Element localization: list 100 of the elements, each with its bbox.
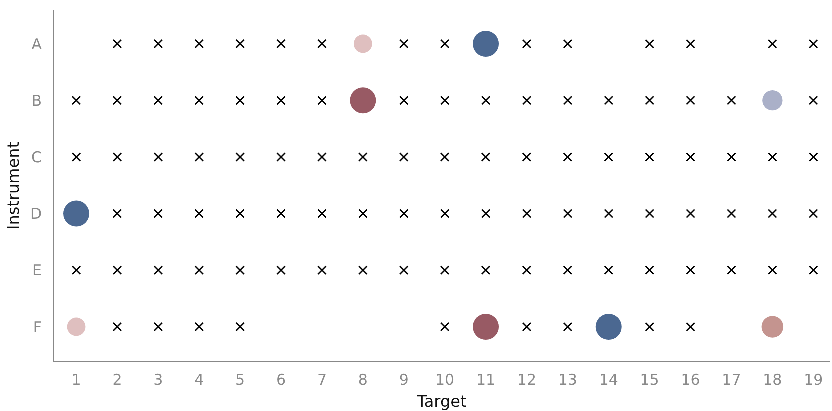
point <box>727 266 736 276</box>
point <box>440 322 450 332</box>
point <box>358 266 368 276</box>
point <box>768 39 778 49</box>
point <box>808 96 818 106</box>
point <box>154 266 164 276</box>
point <box>481 152 491 162</box>
x-axis-title: Target <box>416 392 467 411</box>
point <box>358 209 368 218</box>
point <box>154 39 164 49</box>
point <box>727 96 736 106</box>
point <box>522 322 532 332</box>
point <box>481 266 491 276</box>
point <box>768 152 778 162</box>
point <box>194 209 204 218</box>
point <box>727 152 736 162</box>
point <box>563 322 573 332</box>
point <box>236 322 246 332</box>
point <box>276 96 286 106</box>
point <box>194 96 204 106</box>
point <box>563 209 573 218</box>
point <box>440 266 450 276</box>
point <box>112 96 122 106</box>
point <box>808 39 818 49</box>
point <box>112 39 122 49</box>
x-tick-label: 14 <box>599 371 618 389</box>
point <box>808 266 818 276</box>
y-axis-title: Instrument <box>4 142 23 230</box>
point <box>563 39 573 49</box>
point <box>686 152 696 162</box>
point <box>194 322 204 332</box>
x-tick-label: 2 <box>112 371 122 389</box>
x-tick-label: 12 <box>517 371 537 389</box>
point <box>808 209 818 218</box>
x-tick-label: 16 <box>681 371 700 389</box>
point <box>399 39 409 49</box>
point <box>399 209 409 218</box>
point <box>808 152 818 162</box>
point <box>276 152 286 162</box>
point <box>276 266 286 276</box>
y-tick-label: D <box>30 205 42 224</box>
point <box>399 266 409 276</box>
point <box>236 152 246 162</box>
y-tick-label: B <box>32 92 42 110</box>
point <box>522 209 532 218</box>
point <box>440 152 450 162</box>
point <box>522 152 532 162</box>
point <box>563 152 573 162</box>
point <box>276 209 286 218</box>
point <box>236 39 246 49</box>
point <box>481 209 491 218</box>
point <box>686 322 696 332</box>
x-tick-label: 3 <box>154 371 164 389</box>
point <box>318 152 327 162</box>
point <box>112 152 122 162</box>
y-tick-label: A <box>32 35 43 54</box>
point <box>686 266 696 276</box>
x-tick-label: 6 <box>276 371 286 389</box>
x-tick-label: 1 <box>72 371 82 389</box>
x-tick-label: 18 <box>763 371 782 389</box>
point <box>318 209 327 218</box>
point <box>645 96 655 106</box>
x-tick-label: 19 <box>804 371 824 389</box>
point <box>399 152 409 162</box>
point <box>358 152 368 162</box>
point <box>154 96 164 106</box>
point <box>318 266 327 276</box>
point <box>563 96 573 106</box>
point <box>768 209 778 218</box>
point <box>522 96 532 106</box>
point <box>563 266 573 276</box>
x-tick-label: 5 <box>236 371 246 389</box>
point <box>440 96 450 106</box>
point <box>604 96 614 106</box>
point <box>440 39 450 49</box>
point <box>112 322 122 332</box>
x-tick-label: 13 <box>558 371 578 389</box>
point <box>645 266 655 276</box>
point <box>72 266 82 276</box>
x-tick-label: 10 <box>436 371 455 389</box>
point <box>112 209 122 218</box>
point <box>440 209 450 218</box>
x-tick-label: 17 <box>722 371 742 389</box>
point <box>236 266 246 276</box>
point <box>194 39 204 49</box>
point <box>604 152 614 162</box>
point <box>318 96 327 106</box>
point <box>645 209 655 218</box>
x-tick-label: 11 <box>476 371 496 389</box>
point <box>236 209 246 218</box>
point <box>686 96 696 106</box>
x-tick-label: 15 <box>640 371 660 389</box>
point <box>604 209 614 218</box>
point <box>154 152 164 162</box>
y-tick-label: C <box>32 148 42 166</box>
x-tick-label: 9 <box>399 371 409 389</box>
point <box>645 39 655 49</box>
point <box>112 266 122 276</box>
point <box>194 266 204 276</box>
point <box>686 209 696 218</box>
